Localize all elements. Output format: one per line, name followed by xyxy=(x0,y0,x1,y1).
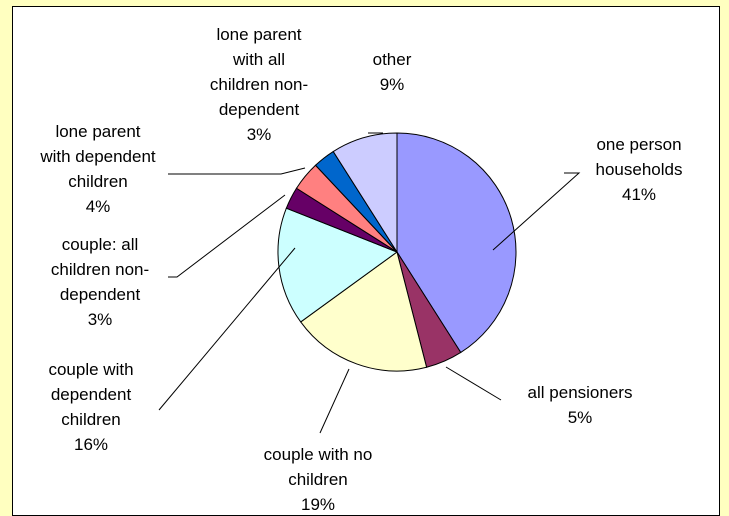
slice-label-line: lone parent xyxy=(216,25,301,44)
slice-label-line: dependent xyxy=(60,285,141,304)
slice-label-line: lone parent xyxy=(55,122,140,141)
leader-line xyxy=(158,247,296,411)
slice-label: lone parent with dependent children 4% xyxy=(39,122,156,216)
slice-label-line: dependent xyxy=(219,100,300,119)
slice-label-line: children xyxy=(68,172,128,191)
slice-label-line: one person xyxy=(596,135,681,154)
slice-label-line: 3% xyxy=(247,125,272,144)
slice-label-line: all pensioners xyxy=(528,383,633,402)
slice-label-line: 16% xyxy=(74,435,108,454)
slice-label-line: 5% xyxy=(568,408,593,427)
slice-label-line: with all xyxy=(232,50,285,69)
slice-label-line: 9% xyxy=(380,75,405,94)
slice-label-line: with dependent xyxy=(39,147,156,166)
slice-label-line: other xyxy=(373,50,412,69)
pie-slice xyxy=(332,132,398,254)
slice-label: lone parent with all children non-dependen… xyxy=(210,25,308,144)
slice-label-line: 3% xyxy=(88,310,113,329)
slice-label-line: 19% xyxy=(301,495,335,514)
leader-line xyxy=(492,172,581,251)
slice-label-line: children xyxy=(288,470,348,489)
slice-label-line: couple with no xyxy=(264,445,373,464)
slice-label-line: children non- xyxy=(51,260,149,279)
leader-line xyxy=(168,194,286,278)
slice-label-line: children non- xyxy=(210,75,308,94)
pie-chart: one person households 41% all pensioners 5% c… xyxy=(39,25,683,514)
slice-label-line: 41% xyxy=(622,185,656,204)
chart-area: one person households 41% all pensioners 5% c… xyxy=(12,6,720,516)
slice-label: couple: all children non-dependent 3% xyxy=(51,235,149,329)
slice-label: couple with dependent children 16% xyxy=(48,360,133,454)
leader-line xyxy=(445,366,502,401)
slice-label: all pensioners 5% xyxy=(528,383,633,427)
leader-line xyxy=(168,167,306,175)
slice-label-line: couple: all xyxy=(62,235,139,254)
slice-label-line: households xyxy=(596,160,683,179)
pie-slice xyxy=(300,251,428,372)
leader-line xyxy=(319,368,350,434)
slice-label-line: dependent xyxy=(51,385,132,404)
pie-slice xyxy=(396,132,517,354)
slice-label-line: couple with xyxy=(48,360,133,379)
slice-label-line: children xyxy=(61,410,121,429)
slice-label: one person households 41% xyxy=(596,135,683,204)
slice-label-line: 4% xyxy=(86,197,111,216)
slice-label: other 9% xyxy=(373,50,412,94)
slice-label: couple with no children 19% xyxy=(264,445,373,514)
